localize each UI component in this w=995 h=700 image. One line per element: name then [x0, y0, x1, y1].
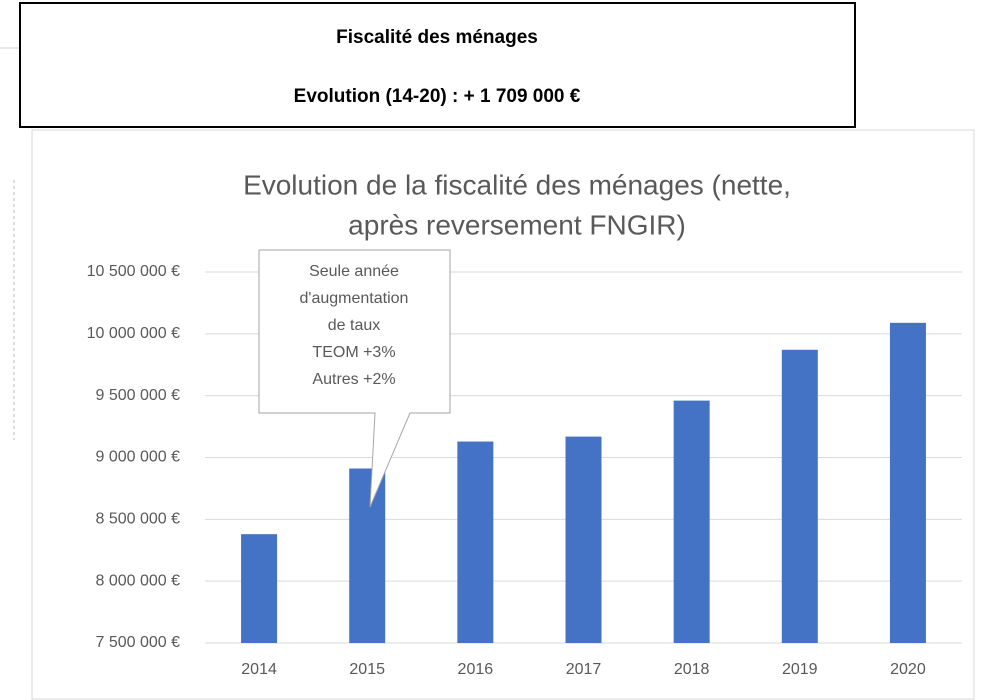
header-title: Fiscalité des ménages	[336, 27, 538, 48]
y-tick-label: 9 000 000 €	[95, 449, 180, 466]
x-tick-label: 2020	[890, 661, 926, 678]
chart-title: après reversement FNGIR)	[348, 209, 686, 240]
bar	[781, 349, 818, 643]
bar	[241, 534, 278, 643]
x-tick-label: 2019	[782, 661, 818, 678]
header-subtitle: Evolution (14-20) : + 1 709 000 €	[294, 86, 581, 107]
x-tick-label: 2018	[674, 661, 710, 678]
y-tick-label: 10 500 000 €	[87, 263, 181, 280]
bar	[889, 322, 926, 643]
annotation: Seule année	[309, 263, 399, 280]
bar	[673, 400, 710, 643]
y-tick-label: 10 000 000 €	[87, 325, 181, 342]
bar	[457, 441, 494, 643]
x-tick-label: 2017	[566, 661, 602, 678]
annotation: d'augmentation	[300, 290, 409, 307]
header-box	[19, 2, 856, 128]
y-tick-label: 9 500 000 €	[95, 387, 180, 404]
y-tick-label: 7 500 000 €	[95, 634, 180, 651]
chart-title: Evolution de la fiscalité des ménages (n…	[243, 169, 791, 200]
x-tick-label: 2015	[349, 661, 385, 678]
annotation: Autres +2%	[312, 371, 395, 388]
bar	[349, 468, 386, 643]
y-tick-label: 8 000 000 €	[95, 572, 180, 589]
annotation: TEOM +3%	[312, 344, 395, 361]
x-tick-label: 2014	[241, 661, 277, 678]
annotation: de taux	[328, 317, 380, 334]
bar	[565, 436, 602, 643]
y-tick-label: 8 500 000 €	[95, 511, 180, 528]
callout	[258, 249, 451, 508]
x-tick-label: 2016	[458, 661, 494, 678]
